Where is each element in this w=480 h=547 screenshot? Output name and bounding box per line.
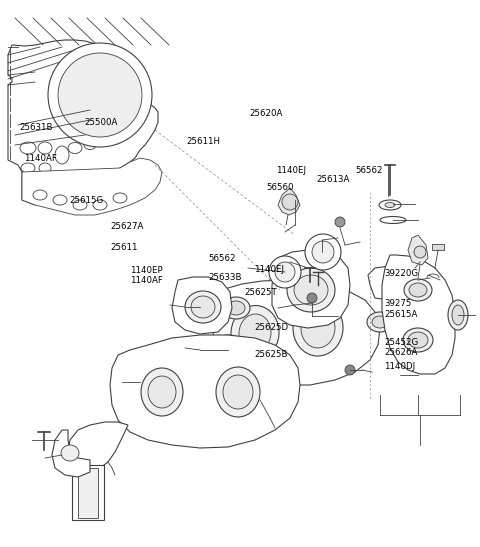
Ellipse shape [141, 368, 183, 416]
Text: 1140EJ: 1140EJ [276, 166, 306, 175]
Text: 25625D: 25625D [254, 323, 288, 331]
Circle shape [414, 246, 426, 258]
Ellipse shape [113, 193, 127, 203]
Text: 25615A: 25615A [384, 310, 418, 319]
Ellipse shape [53, 195, 67, 205]
Bar [78, 468, 98, 518]
Circle shape [269, 256, 301, 288]
Circle shape [307, 293, 317, 303]
Text: 25626A: 25626A [384, 348, 418, 357]
Ellipse shape [185, 291, 221, 323]
Ellipse shape [93, 200, 107, 210]
Text: 1140AF: 1140AF [130, 276, 162, 284]
Ellipse shape [148, 376, 176, 408]
Polygon shape [408, 235, 428, 265]
Polygon shape [52, 430, 90, 477]
Ellipse shape [385, 202, 395, 207]
Ellipse shape [73, 200, 87, 210]
Ellipse shape [216, 367, 260, 417]
Text: 56562: 56562 [355, 166, 383, 175]
Text: 25611: 25611 [110, 243, 138, 252]
Ellipse shape [231, 306, 279, 360]
Ellipse shape [372, 316, 388, 328]
Ellipse shape [61, 445, 79, 461]
Circle shape [275, 262, 295, 282]
Ellipse shape [380, 217, 406, 224]
Ellipse shape [209, 335, 247, 365]
Text: 25615G: 25615G [70, 196, 104, 205]
Text: 25452G: 25452G [384, 339, 418, 347]
Polygon shape [172, 277, 232, 334]
Ellipse shape [404, 279, 432, 301]
Ellipse shape [21, 163, 35, 173]
Circle shape [305, 234, 341, 270]
Ellipse shape [55, 146, 69, 164]
Ellipse shape [135, 371, 215, 393]
Polygon shape [110, 335, 300, 448]
Ellipse shape [409, 283, 427, 297]
Text: 1140EP: 1140EP [130, 266, 162, 275]
Ellipse shape [403, 328, 433, 352]
Polygon shape [8, 40, 158, 205]
Text: 25611H: 25611H [186, 137, 220, 146]
Polygon shape [368, 266, 418, 302]
Ellipse shape [20, 142, 36, 154]
Circle shape [335, 217, 345, 227]
Polygon shape [212, 280, 380, 385]
Polygon shape [22, 158, 162, 215]
Text: 25500A: 25500A [84, 118, 118, 127]
Text: 25633B: 25633B [209, 274, 242, 282]
Ellipse shape [294, 275, 328, 305]
Text: 1140AF: 1140AF [24, 154, 57, 163]
Circle shape [58, 53, 142, 137]
Ellipse shape [223, 375, 253, 409]
Ellipse shape [39, 163, 51, 173]
Polygon shape [272, 250, 350, 328]
Polygon shape [382, 255, 455, 374]
Ellipse shape [215, 340, 241, 360]
Ellipse shape [408, 332, 428, 348]
Polygon shape [432, 244, 444, 250]
Ellipse shape [239, 314, 271, 352]
Ellipse shape [448, 300, 468, 330]
Ellipse shape [379, 200, 401, 210]
Text: 39220G: 39220G [384, 269, 418, 278]
Text: 25631B: 25631B [19, 124, 53, 132]
Ellipse shape [33, 190, 47, 200]
Polygon shape [68, 422, 128, 470]
Ellipse shape [143, 375, 207, 389]
Text: 56562: 56562 [209, 254, 236, 263]
Ellipse shape [301, 308, 335, 348]
Circle shape [282, 194, 298, 210]
Ellipse shape [84, 141, 96, 149]
Text: 56560: 56560 [266, 183, 294, 192]
Bar [72, 465, 104, 520]
Ellipse shape [452, 305, 464, 325]
Text: 1140EJ: 1140EJ [254, 265, 284, 274]
Ellipse shape [38, 142, 52, 154]
Ellipse shape [191, 296, 215, 318]
Ellipse shape [227, 301, 245, 315]
Text: 25613A: 25613A [317, 175, 350, 184]
Ellipse shape [222, 297, 250, 319]
Ellipse shape [68, 143, 82, 154]
Text: 25627A: 25627A [110, 222, 144, 231]
Circle shape [48, 43, 152, 147]
Ellipse shape [367, 312, 393, 332]
Text: 25620A: 25620A [250, 109, 283, 118]
Polygon shape [278, 188, 300, 215]
Ellipse shape [293, 300, 343, 356]
Text: 25625B: 25625B [254, 350, 288, 359]
Text: 25625T: 25625T [245, 288, 277, 297]
Text: 1140DJ: 1140DJ [384, 362, 415, 371]
Ellipse shape [287, 268, 335, 312]
Circle shape [312, 241, 334, 263]
Text: 39275: 39275 [384, 299, 411, 307]
Circle shape [345, 365, 355, 375]
